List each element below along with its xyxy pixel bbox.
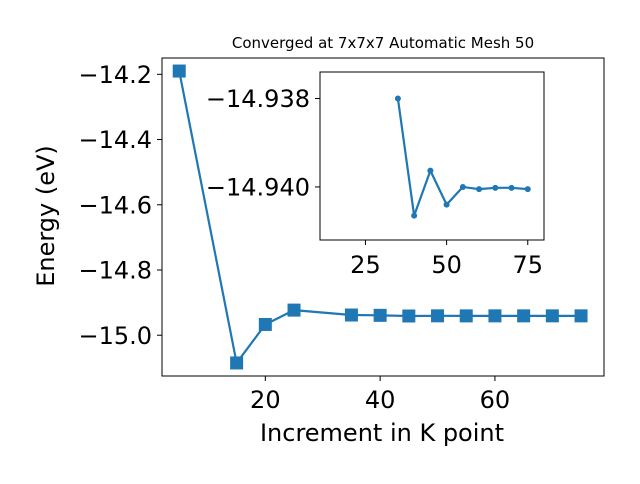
inset-plot: 25 50 75 −14.940 −14.938 [206, 71, 545, 279]
main-data-point [431, 309, 445, 323]
main-data [172, 64, 588, 370]
main-data-point [172, 64, 186, 78]
inset-x-tick-label: 75 [512, 251, 543, 279]
inset-data-point [508, 184, 515, 191]
main-data-point [488, 309, 502, 323]
main-data-point [402, 309, 416, 323]
main-data-point [373, 308, 387, 322]
main-data-point [459, 309, 473, 323]
inset-x-tick-label: 25 [350, 251, 381, 279]
main-data-point [287, 303, 301, 317]
main-y-tick-label: −14.2 [78, 61, 152, 89]
inset-data-point [411, 212, 418, 219]
inset-data-point [492, 184, 499, 191]
main-x-tick-label: 40 [365, 386, 396, 414]
main-data-point [545, 309, 559, 323]
main-frame [161, 57, 605, 377]
main-data-point [230, 356, 244, 370]
inset-data-point [476, 186, 483, 193]
x-axis-label: Increment in K point [260, 419, 504, 447]
inset-data [394, 95, 531, 219]
inset-data-point [524, 186, 531, 193]
main-y-tick-label: −15.0 [78, 322, 152, 350]
main-x-tick-label: 60 [480, 386, 511, 414]
main-y-tick-label: −14.6 [78, 191, 152, 219]
y-axis-label: Energy (eV) [32, 145, 60, 287]
inset-data-point [459, 183, 466, 190]
main-data-point [517, 309, 531, 323]
inset-y-tick-label: −14.938 [206, 85, 310, 113]
chart-title: Converged at 7x7x7 Automatic Mesh 50 [232, 34, 534, 52]
main-x-tick-label: 20 [250, 386, 281, 414]
main-data-point [574, 309, 588, 323]
inset-plot-area [320, 72, 544, 240]
main-y-tick-label: −14.4 [78, 126, 152, 154]
inset-data-point [443, 201, 450, 208]
inset-y-tick-label: −14.940 [206, 174, 310, 202]
inset-data-point [427, 167, 434, 174]
main-y-tick-label: −14.8 [78, 257, 152, 285]
inset-x-tick-label: 50 [431, 251, 462, 279]
main-data-point [344, 308, 358, 322]
main-data-point [258, 317, 272, 331]
inset-frame [319, 71, 545, 241]
inset-data-point [394, 95, 401, 102]
